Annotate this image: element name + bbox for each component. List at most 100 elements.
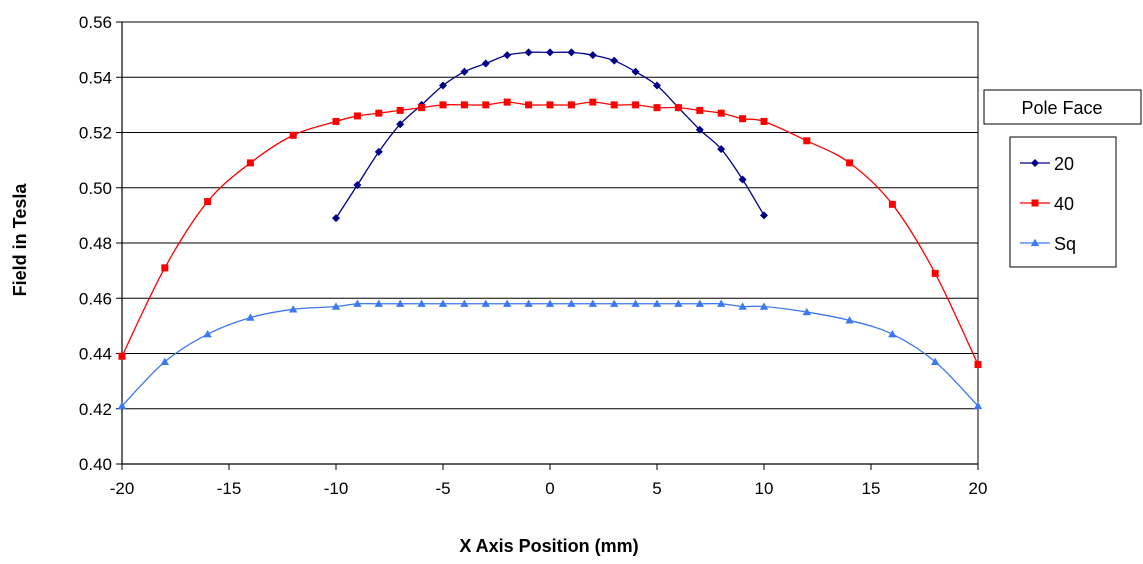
data-point-Sq bbox=[802, 307, 811, 316]
data-point-40 bbox=[525, 101, 533, 109]
y-tick-label: 0.54 bbox=[79, 68, 112, 87]
series-Sq bbox=[117, 299, 983, 410]
data-point-40 bbox=[161, 264, 169, 272]
data-point-20 bbox=[524, 48, 533, 57]
data-point-20 bbox=[439, 81, 447, 90]
data-point-20 bbox=[717, 145, 726, 154]
tick-labels: 0.40 0.42 0.44 0.46 0.48 0.50 0.52 0.54 0.56 -20 -… bbox=[79, 13, 988, 498]
data-point-Sq bbox=[674, 299, 683, 307]
plot-area bbox=[117, 48, 983, 410]
data-point-Sq bbox=[759, 302, 769, 310]
legend-title: Pole Face bbox=[1021, 98, 1102, 118]
data-point-40 bbox=[610, 101, 618, 109]
data-point-40 bbox=[503, 98, 511, 106]
x-tick-label: 5 bbox=[652, 479, 661, 498]
x-tick-label: -15 bbox=[217, 479, 242, 498]
data-point-Sq bbox=[588, 299, 597, 307]
data-point-40 bbox=[460, 101, 468, 109]
legend: Pole Face 20 40 Sq bbox=[983, 89, 1142, 268]
data-point-Sq bbox=[738, 302, 747, 310]
data-point-20 bbox=[481, 59, 490, 68]
data-point-Sq bbox=[845, 316, 854, 324]
data-point-Sq bbox=[610, 299, 619, 307]
data-point-40 bbox=[589, 98, 597, 106]
x-tick-label: 10 bbox=[755, 479, 774, 498]
x-tick-label: -5 bbox=[435, 479, 450, 498]
x-tick-label: -10 bbox=[324, 479, 349, 498]
legend-marker-40 bbox=[1031, 199, 1039, 207]
data-point-20 bbox=[653, 81, 661, 90]
data-point-40 bbox=[289, 131, 297, 139]
data-point-40 bbox=[246, 159, 254, 167]
data-point-Sq bbox=[246, 313, 255, 321]
series-line-40 bbox=[121, 101, 979, 365]
data-point-20 bbox=[546, 48, 554, 57]
legend-label-20: 20 bbox=[1054, 154, 1074, 174]
data-point-20 bbox=[738, 175, 747, 184]
data-point-Sq bbox=[695, 299, 704, 307]
data-point-Sq bbox=[888, 329, 897, 338]
data-point-40 bbox=[396, 106, 404, 114]
x-tick-label: 15 bbox=[862, 479, 881, 498]
data-point-Sq bbox=[973, 401, 983, 410]
x-axis-title: X Axis Position (mm) bbox=[459, 536, 638, 556]
data-point-Sq bbox=[717, 299, 726, 307]
y-tick-label: 0.42 bbox=[79, 400, 112, 419]
data-point-Sq bbox=[438, 299, 448, 307]
data-point-40 bbox=[482, 101, 490, 109]
grid bbox=[122, 21, 978, 465]
y-tick-label: 0.50 bbox=[79, 179, 112, 198]
data-point-40 bbox=[974, 361, 982, 369]
x-tick-label: 20 bbox=[969, 479, 988, 498]
data-point-20 bbox=[631, 67, 640, 76]
data-point-20 bbox=[567, 48, 576, 57]
data-point-Sq bbox=[481, 299, 490, 307]
data-point-40 bbox=[846, 159, 854, 167]
data-point-40 bbox=[418, 104, 426, 112]
data-point-20 bbox=[503, 51, 512, 60]
data-point-40 bbox=[674, 104, 682, 112]
y-tick-label: 0.52 bbox=[79, 124, 112, 143]
data-point-40 bbox=[439, 101, 447, 109]
data-point-20 bbox=[695, 125, 704, 134]
data-point-20 bbox=[588, 51, 597, 60]
data-point-Sq bbox=[417, 299, 426, 307]
data-point-40 bbox=[375, 109, 383, 117]
data-point-Sq bbox=[567, 299, 576, 307]
data-point-Sq bbox=[289, 305, 298, 313]
data-point-Sq bbox=[396, 299, 405, 307]
legend-label-Sq: Sq bbox=[1054, 234, 1076, 254]
data-point-20 bbox=[353, 180, 362, 189]
axes bbox=[116, 21, 979, 470]
data-point-40 bbox=[803, 137, 811, 145]
data-point-40 bbox=[204, 198, 212, 206]
data-point-20 bbox=[460, 67, 469, 76]
data-point-Sq bbox=[524, 299, 533, 307]
y-tick-label: 0.40 bbox=[79, 455, 112, 474]
data-point-20 bbox=[374, 147, 383, 156]
y-axis-title: Field in Tesla bbox=[10, 183, 30, 297]
data-point-20 bbox=[396, 120, 405, 129]
y-tick-label: 0.44 bbox=[79, 345, 112, 364]
data-point-20 bbox=[332, 214, 340, 223]
y-tick-label: 0.56 bbox=[79, 13, 112, 32]
y-tick-label: 0.48 bbox=[79, 234, 112, 253]
data-point-Sq bbox=[652, 299, 662, 307]
data-point-40 bbox=[696, 106, 704, 114]
legend-label-40: 40 bbox=[1054, 194, 1074, 214]
data-point-40 bbox=[546, 101, 554, 109]
legend-box bbox=[1009, 136, 1117, 268]
data-point-Sq bbox=[503, 299, 512, 307]
data-point-40 bbox=[739, 115, 747, 123]
data-point-40 bbox=[931, 269, 939, 277]
legend-items: 20 40 Sq bbox=[1020, 154, 1076, 254]
data-point-20 bbox=[610, 56, 619, 65]
data-point-Sq bbox=[203, 329, 212, 338]
data-point-40 bbox=[717, 109, 725, 117]
data-point-Sq bbox=[353, 299, 362, 307]
x-tick-label: -20 bbox=[110, 479, 135, 498]
data-point-40 bbox=[653, 104, 661, 112]
data-point-Sq bbox=[545, 299, 555, 307]
data-point-40 bbox=[567, 101, 575, 109]
